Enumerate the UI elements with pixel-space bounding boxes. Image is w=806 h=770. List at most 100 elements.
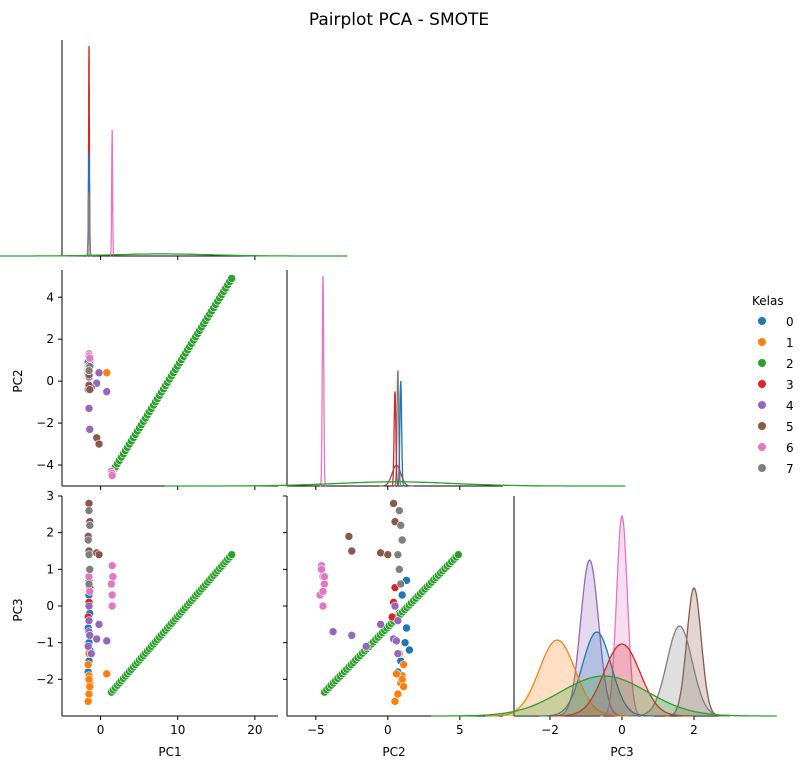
y-axis-label-pc3: PC3: [11, 598, 25, 621]
data-point: [397, 535, 407, 545]
data-point: [85, 565, 95, 574]
data-point: [376, 548, 385, 558]
data-point: [396, 579, 406, 589]
data-point: [94, 620, 104, 629]
kde-class-5: [665, 587, 723, 717]
data-point: [85, 425, 95, 434]
x-axis-label-pc1: PC1: [158, 745, 181, 759]
y-tick-label: 0: [46, 599, 54, 613]
data-point: [84, 572, 94, 581]
y-tick-label: 2: [46, 332, 54, 346]
data-point: [399, 682, 408, 691]
x-axis-label-pc2: PC2: [382, 745, 405, 759]
data-point: [83, 660, 93, 669]
legend-marker-7: [758, 464, 766, 472]
legend-label-7: 7: [786, 462, 794, 476]
x-tick-label: 5: [456, 723, 464, 737]
legend-label-3: 3: [786, 378, 794, 392]
data-point: [87, 649, 96, 658]
data-point: [102, 368, 112, 378]
chart-title: Pairplot PCA - SMOTE: [309, 10, 489, 30]
y-tick-label: 3: [46, 489, 54, 503]
y-tick-label: −2: [36, 416, 54, 430]
data-point: [227, 274, 237, 283]
data-point: [361, 642, 371, 651]
data-point: [83, 697, 93, 706]
y-tick-label: 1: [46, 562, 54, 576]
data-point: [92, 634, 102, 644]
kde-class-1-fill: [485, 640, 630, 716]
data-point: [85, 385, 95, 394]
data-point: [392, 669, 401, 679]
data-point: [108, 572, 118, 581]
y-tick-label: 4: [46, 290, 54, 304]
data-point: [107, 579, 116, 589]
data-point: [102, 636, 112, 646]
data-point: [395, 506, 404, 515]
x-tick-label: −2: [541, 723, 559, 737]
data-point: [454, 550, 463, 559]
data-point: [344, 532, 354, 541]
kde-class-2: [164, 481, 626, 487]
y-tick-label: −2: [36, 672, 54, 686]
kde-class-4: [553, 559, 626, 717]
y-tick-label: −4: [36, 458, 54, 472]
legend-marker-6: [758, 443, 766, 451]
y-tick-label: −1: [36, 636, 54, 650]
data-point: [376, 620, 385, 629]
data-point: [317, 565, 326, 574]
data-point: [320, 572, 329, 581]
data-point: [83, 642, 93, 651]
data-point: [399, 660, 408, 669]
data-point: [84, 675, 94, 684]
x-tick-label: −5: [307, 723, 325, 737]
data-point: [85, 631, 95, 640]
y-tick-label: 2: [46, 526, 54, 540]
data-point: [84, 506, 94, 515]
data-point: [84, 499, 94, 508]
data-point: [390, 601, 400, 611]
data-point: [347, 631, 357, 640]
data-point: [397, 675, 407, 684]
legend-label-0: 0: [786, 315, 794, 329]
x-tick-label: 10: [170, 723, 185, 737]
data-point: [102, 669, 112, 679]
kde-class-5-fill: [665, 588, 723, 716]
legend-marker-3: [758, 380, 766, 388]
y-tick-label: 0: [46, 374, 54, 388]
kde-class-3: [550, 643, 694, 717]
data-point: [107, 561, 117, 570]
kde-class-4-fill: [553, 560, 626, 716]
kde-class-6: [600, 514, 644, 717]
data-point: [393, 649, 403, 658]
kde-class-6: [319, 275, 327, 487]
data-point: [397, 590, 407, 600]
legend-title: Kelas: [752, 294, 784, 308]
data-point: [328, 627, 338, 636]
data-point: [395, 565, 404, 574]
data-point: [396, 521, 406, 530]
kde-class-0: [539, 631, 655, 717]
legend-marker-4: [758, 401, 766, 409]
data-point: [107, 590, 117, 600]
data-point: [347, 546, 357, 556]
x-tick-label: 0: [97, 723, 105, 737]
kde-class-0-fill: [539, 632, 655, 716]
legend-marker-1: [758, 338, 766, 346]
data-point: [102, 387, 112, 396]
legend-label-1: 1: [786, 336, 794, 350]
data-point: [227, 550, 237, 559]
kde-class-7: [86, 190, 92, 257]
kde-class-1: [485, 639, 630, 717]
data-point: [390, 697, 400, 706]
kde-class-2-fill: [431, 676, 777, 716]
data-point: [393, 550, 403, 559]
kde-class-2: [0, 253, 348, 257]
x-tick-label: 0: [618, 723, 626, 737]
data-point: [392, 636, 401, 646]
kde-class-7-fill: [629, 626, 730, 716]
legend: Kelas 0 1 2 3 4 5 6 7: [752, 294, 794, 476]
y-axis-label-pc2: PC2: [11, 369, 25, 392]
data-point: [383, 550, 393, 559]
